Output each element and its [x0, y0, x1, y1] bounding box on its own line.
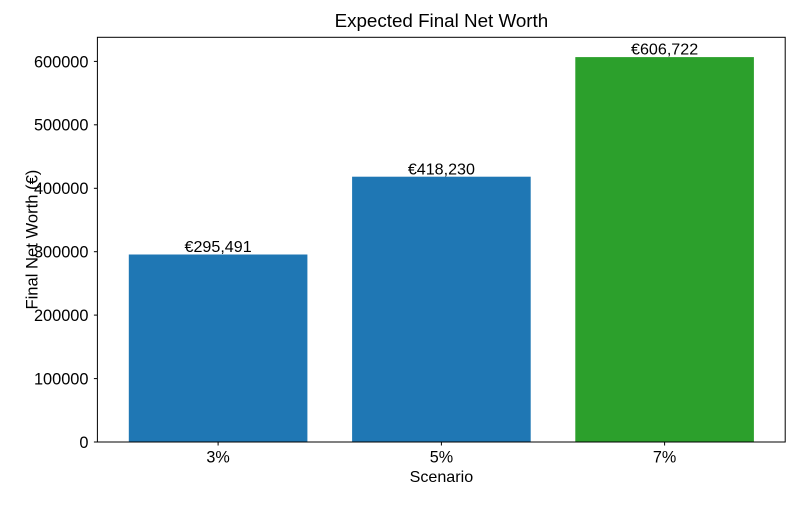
- svg-text:200000: 200000: [34, 307, 89, 325]
- svg-text:500000: 500000: [34, 117, 89, 135]
- svg-text:300000: 300000: [34, 244, 89, 262]
- svg-text:0: 0: [79, 434, 88, 452]
- svg-text:Scenario: Scenario: [410, 468, 474, 486]
- svg-text:€418,230: €418,230: [408, 160, 475, 178]
- svg-text:3%: 3%: [206, 449, 229, 467]
- svg-text:400000: 400000: [34, 180, 89, 198]
- svg-text:5%: 5%: [430, 449, 453, 467]
- svg-text:€606,722: €606,722: [631, 41, 698, 59]
- svg-text:600000: 600000: [34, 53, 89, 71]
- svg-text:Final Net Worth (€): Final Net Worth (€): [23, 170, 42, 310]
- svg-text:Expected Final Net Worth: Expected Final Net Worth: [335, 10, 549, 31]
- svg-text:7%: 7%: [653, 449, 676, 467]
- svg-text:€295,491: €295,491: [185, 238, 252, 256]
- svg-text:100000: 100000: [34, 371, 89, 389]
